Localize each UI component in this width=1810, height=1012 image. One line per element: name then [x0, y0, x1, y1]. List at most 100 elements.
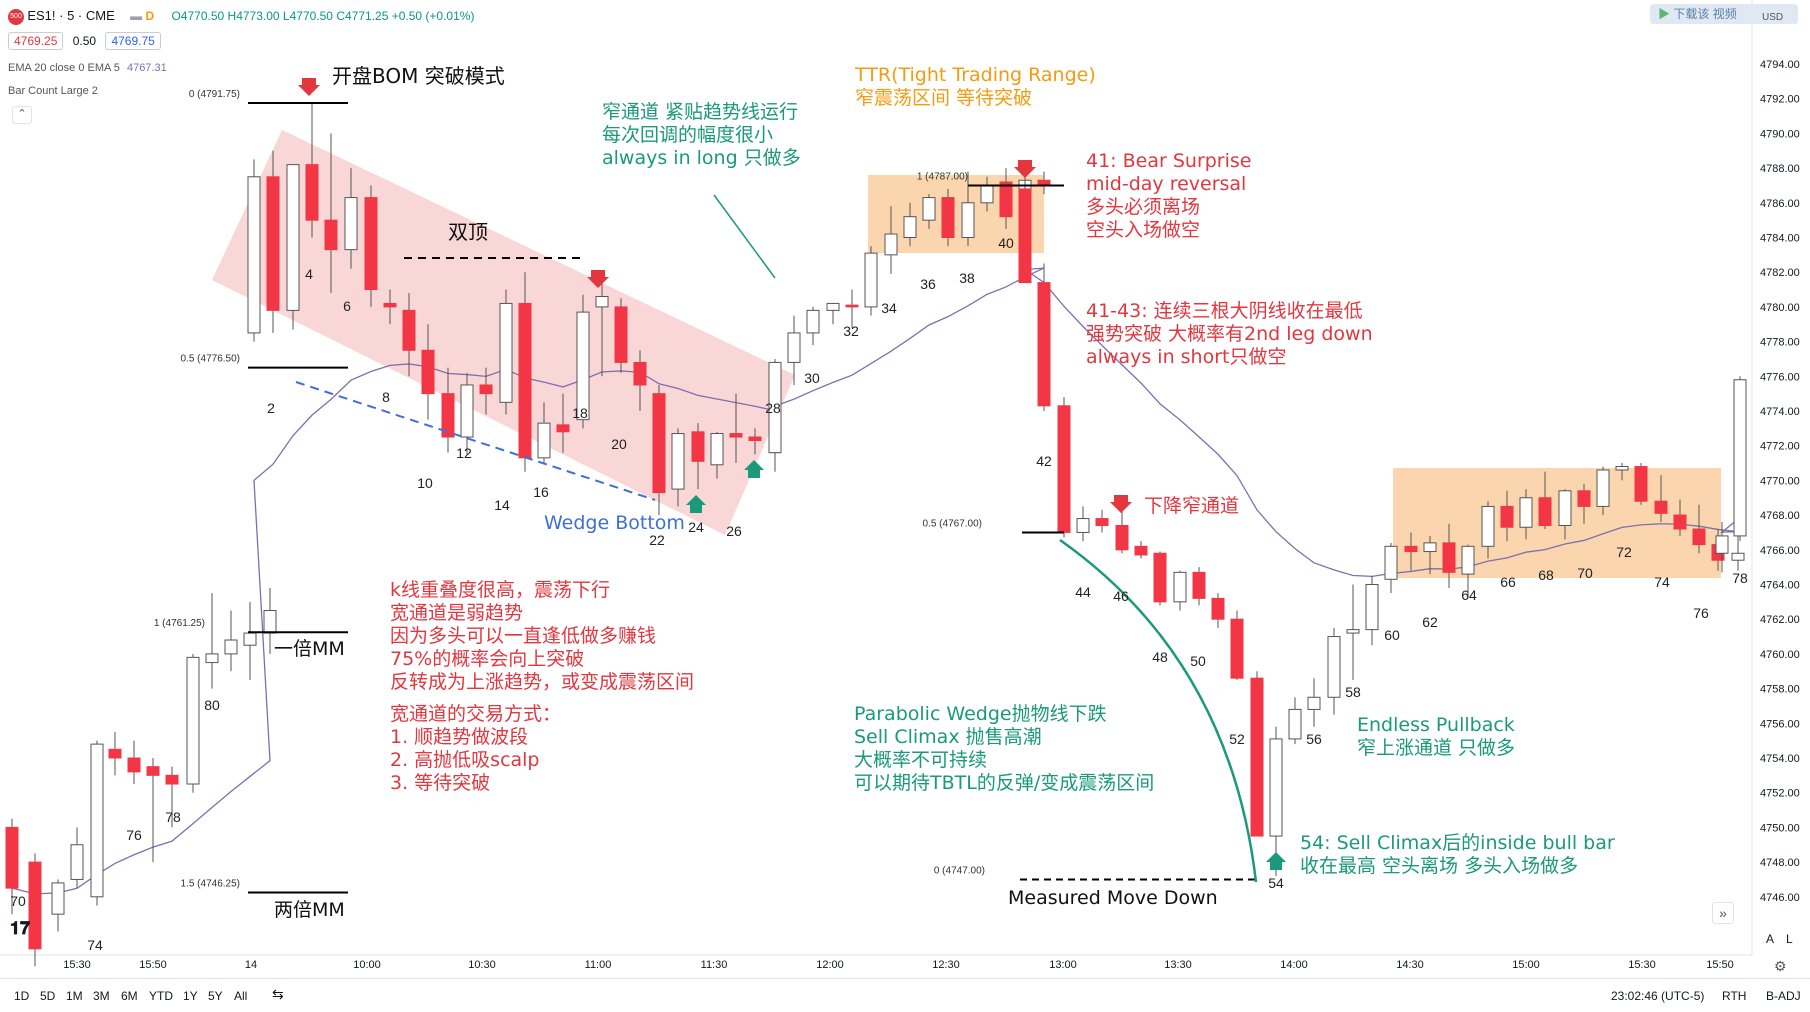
y-tick-label[interactable]: 4754.00 — [1760, 753, 1800, 765]
y-tick-label[interactable]: 4768.00 — [1760, 510, 1800, 522]
bull-candle[interactable] — [1384, 545, 1398, 580]
bull-candle[interactable] — [90, 743, 104, 898]
y-tick-label[interactable]: 4752.00 — [1760, 788, 1800, 800]
parabolic-wedge-curve[interactable] — [1059, 538, 1258, 883]
timeframe-5d[interactable]: 5D — [40, 989, 56, 1003]
y-tick-label[interactable]: 4756.00 — [1760, 718, 1800, 730]
bear-candle[interactable] — [1115, 525, 1129, 551]
bull-candle[interactable] — [826, 302, 840, 311]
y-tick-label[interactable]: 4778.00 — [1760, 337, 1800, 349]
y-tick-label[interactable]: 4788.00 — [1760, 163, 1800, 175]
settings-gear-icon[interactable]: ⚙ — [1774, 958, 1787, 974]
bear-candle[interactable] — [1134, 545, 1148, 556]
bear-candle[interactable] — [1673, 514, 1687, 530]
ask-badge[interactable]: 4769.75 — [105, 32, 161, 50]
bear-candle[interactable] — [1192, 571, 1206, 599]
y-tick-label[interactable]: 4776.00 — [1760, 371, 1800, 383]
timeframe-ytd[interactable]: YTD — [149, 989, 173, 1003]
y-tick-label[interactable]: 4780.00 — [1760, 302, 1800, 314]
bear-candle[interactable] — [266, 176, 280, 311]
x-tick-label[interactable]: 15:50 — [1706, 959, 1734, 971]
bull-candle[interactable] — [1076, 518, 1090, 533]
bear-candle[interactable] — [1037, 282, 1051, 407]
bull-candle[interactable] — [1365, 584, 1379, 631]
visibility-icon[interactable]: ▬ — [130, 9, 143, 23]
bull-candle[interactable] — [499, 302, 513, 403]
bid-badge[interactable]: 4769.25 — [8, 32, 64, 50]
bear-candle[interactable] — [845, 304, 859, 308]
date-range-icon[interactable]: ⇆ — [272, 986, 284, 1002]
bear-candle[interactable] — [748, 436, 762, 441]
bull-candle[interactable] — [787, 332, 801, 363]
x-tick-label[interactable]: 15:00 — [1512, 959, 1540, 971]
bull-candle[interactable] — [864, 252, 878, 308]
bull-candle[interactable] — [595, 295, 609, 308]
y-tick-label[interactable]: 4792.00 — [1760, 94, 1800, 106]
bull-candle[interactable] — [1288, 708, 1302, 740]
bull-candle[interactable] — [806, 309, 820, 334]
bull-candle[interactable] — [980, 184, 994, 204]
bear-candle[interactable] — [383, 302, 397, 308]
clock-readout[interactable]: 23:02:46 (UTC-5) — [1611, 989, 1705, 1003]
bear-candle[interactable] — [364, 197, 378, 291]
y-tick-label[interactable]: 4794.00 — [1760, 59, 1800, 71]
bull-candle[interactable] — [186, 656, 200, 785]
bull-candle[interactable] — [224, 639, 238, 655]
bull-candle[interactable] — [1731, 552, 1745, 561]
timeframe-all[interactable]: All — [234, 989, 248, 1003]
bull-candle[interactable] — [205, 653, 219, 664]
bull-candle[interactable] — [768, 361, 782, 454]
bear-candle[interactable] — [305, 164, 319, 221]
adjust-button[interactable]: B-ADJ — [1766, 989, 1801, 1003]
bull-candle[interactable] — [1173, 571, 1187, 603]
bear-candle[interactable] — [556, 424, 570, 433]
timeframe-3m[interactable]: 3M — [93, 989, 110, 1003]
bull-candle[interactable] — [1519, 497, 1533, 528]
x-tick-label[interactable]: 15:50 — [139, 959, 167, 971]
bear-candle[interactable] — [1500, 505, 1514, 528]
y-tick-label[interactable]: 4748.00 — [1760, 857, 1800, 869]
timeframe-5y[interactable]: 5Y — [208, 989, 223, 1003]
x-tick-label[interactable]: 13:30 — [1164, 959, 1192, 971]
bull-candle[interactable] — [70, 844, 84, 880]
y-tick-label[interactable]: 4766.00 — [1760, 545, 1800, 557]
y-tick-label[interactable]: 4786.00 — [1760, 198, 1800, 210]
y-tick-label[interactable]: 4790.00 — [1760, 128, 1800, 140]
timeframe-6m[interactable]: 6M — [121, 989, 138, 1003]
bear-candle[interactable] — [1634, 466, 1648, 502]
bull-candle[interactable] — [247, 176, 261, 334]
bear-candle[interactable] — [1404, 545, 1418, 553]
bull-candle[interactable] — [263, 610, 277, 634]
bear-candle[interactable] — [1250, 677, 1264, 837]
bear-candle[interactable] — [441, 393, 455, 438]
bear-candle[interactable] — [421, 349, 435, 395]
bar-count-indicator[interactable]: Bar Count Large 2 — [8, 85, 98, 97]
bear-candle[interactable] — [633, 361, 647, 386]
x-tick-label[interactable]: 11:00 — [585, 959, 612, 971]
bull-candle[interactable] — [1269, 738, 1283, 837]
bull-candle[interactable] — [1346, 629, 1360, 634]
bull-candle[interactable] — [671, 433, 685, 490]
bear-candle[interactable] — [941, 197, 955, 238]
bull-candle[interactable] — [1558, 490, 1572, 527]
y-tick-label[interactable]: 4760.00 — [1760, 649, 1800, 661]
bull-candle[interactable] — [286, 164, 300, 311]
bear-candle[interactable] — [108, 748, 122, 759]
y-tick-label[interactable]: 4750.00 — [1760, 822, 1800, 834]
bull-candle[interactable] — [1327, 636, 1341, 698]
x-tick-label[interactable]: 14 — [245, 959, 257, 971]
y-tick-label[interactable]: 4758.00 — [1760, 684, 1800, 696]
bear-candle[interactable] — [479, 384, 493, 395]
symbol-header[interactable]: 500 ES1! · 5 · CME ▬ D O4770.50 H4773.00… — [8, 8, 474, 25]
bull-candle[interactable] — [243, 632, 257, 646]
auto-scale-button[interactable]: A — [1766, 932, 1775, 946]
bull-candle[interactable] — [1615, 466, 1629, 471]
session-button[interactable]: RTH — [1722, 989, 1747, 1003]
bear-candle[interactable] — [652, 393, 666, 494]
x-tick-label[interactable]: 14:30 — [1396, 959, 1424, 971]
bull-candle[interactable] — [961, 202, 975, 239]
wedge-trendline[interactable] — [295, 381, 656, 501]
y-tick-label[interactable]: 4770.00 — [1760, 475, 1800, 487]
x-tick-label[interactable]: 15:30 — [63, 959, 91, 971]
